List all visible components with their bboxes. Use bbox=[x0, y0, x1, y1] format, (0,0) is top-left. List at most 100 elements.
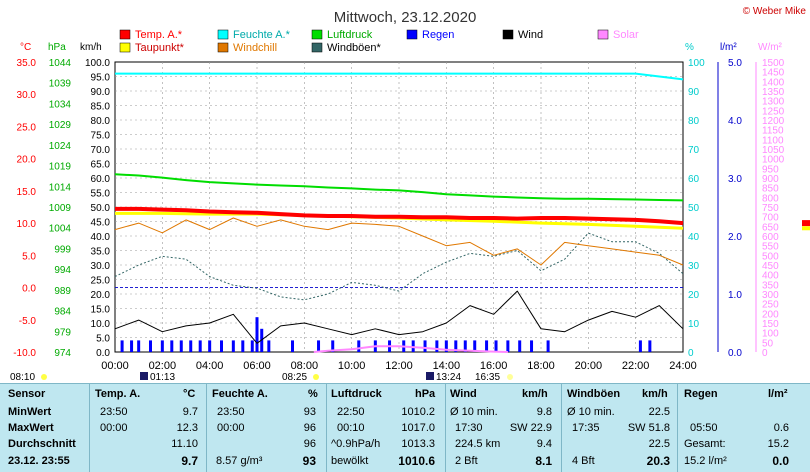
series-temp-a bbox=[115, 206, 684, 226]
sunrise-label: 08:10 bbox=[10, 372, 35, 383]
x-tick: 24:00 bbox=[669, 360, 697, 372]
rain-bar bbox=[130, 340, 134, 352]
legend: Temp. A.* Feuchte A.* Luftdruck Regen Wind So… bbox=[119, 29, 639, 54]
wind-tick: 50.0 bbox=[91, 203, 111, 214]
rain-bar bbox=[160, 340, 164, 352]
wind-tick: 55.0 bbox=[91, 189, 111, 200]
rain-bar bbox=[250, 340, 254, 352]
solar-tick: 700 bbox=[762, 213, 779, 224]
gust-bft: 4 Bft bbox=[572, 455, 595, 467]
press-tick: 1044 bbox=[49, 58, 72, 69]
solar-tick: 1150 bbox=[762, 126, 784, 137]
wind-tick: 95.0 bbox=[91, 73, 111, 84]
legend-swatch bbox=[119, 29, 131, 40]
wind-tick: 70.0 bbox=[91, 145, 111, 156]
chart-title: Mittwoch, 23.12.2020 bbox=[334, 9, 477, 26]
solar-tick: 1500 bbox=[762, 58, 785, 69]
rain-tick: 4.0 bbox=[728, 116, 742, 127]
temp-current-marker bbox=[802, 220, 810, 227]
legend-swatch bbox=[406, 29, 418, 40]
legend-label: Solar bbox=[613, 29, 639, 41]
wind-tick: 85.0 bbox=[91, 102, 111, 113]
wind-tick: 40.0 bbox=[91, 232, 111, 243]
wind-tick: 0.0 bbox=[96, 348, 110, 359]
legend-label: Windchill bbox=[233, 42, 277, 54]
solar-tick: 200 bbox=[762, 309, 779, 320]
hum-tick: 60 bbox=[688, 174, 700, 185]
wind-tick: 90.0 bbox=[91, 87, 111, 98]
rain-bar bbox=[120, 340, 124, 352]
hum-tick: 90 bbox=[688, 87, 700, 98]
hum-min: 93 bbox=[303, 406, 316, 418]
temp-header: Temp. A. bbox=[95, 388, 141, 400]
wind-max-time: 17:30 bbox=[455, 422, 483, 434]
temp-tick: 5.0 bbox=[22, 251, 36, 262]
legend-swatch bbox=[217, 42, 229, 53]
press-unit: hPa bbox=[48, 42, 66, 53]
rain-unit: l/m² bbox=[768, 388, 788, 400]
hum-min-time: 23:50 bbox=[217, 406, 245, 418]
solar-tick: 150 bbox=[762, 319, 779, 330]
wind-tick: 60.0 bbox=[91, 174, 111, 185]
solar-tick: 900 bbox=[762, 174, 779, 185]
temp-max-time: 00:00 bbox=[100, 422, 128, 434]
rain-tick: 2.0 bbox=[728, 232, 742, 243]
temp-max: 12.3 bbox=[176, 422, 198, 434]
rain-bar bbox=[494, 340, 498, 352]
moon-icon bbox=[140, 372, 148, 380]
hum-abs: 8.57 g/m³ bbox=[216, 455, 263, 467]
gust-header: Windböen bbox=[567, 388, 621, 400]
press-tick: 1009 bbox=[49, 203, 72, 214]
legend-label: Feuchte A.* bbox=[233, 29, 291, 41]
gust-min: 22.5 bbox=[648, 406, 670, 418]
rain-header: Regen bbox=[684, 388, 718, 400]
rain-bar bbox=[137, 340, 141, 352]
hum-max-time: 00:00 bbox=[217, 422, 245, 434]
solar-tick: 1050 bbox=[762, 145, 785, 156]
hum-unit: % bbox=[308, 388, 318, 400]
solar-tick: 800 bbox=[762, 193, 779, 204]
solar-tick: 1450 bbox=[762, 68, 785, 79]
hum-tick: 0 bbox=[688, 348, 694, 359]
rain-bar bbox=[179, 340, 183, 352]
hum-current: 93 bbox=[302, 454, 316, 468]
rain-total: 15.2 bbox=[767, 438, 789, 450]
press-min-time: 22:50 bbox=[337, 406, 365, 418]
solar-tick: 1000 bbox=[762, 155, 785, 166]
press-min: 1010.2 bbox=[401, 406, 435, 418]
rain-bar bbox=[267, 340, 271, 352]
x-tick: 22:00 bbox=[622, 360, 650, 372]
gust-avg: 22.5 bbox=[648, 438, 670, 450]
solar-tick: 1300 bbox=[762, 97, 785, 108]
wind-max: SW 22.9 bbox=[509, 422, 552, 434]
divider bbox=[677, 384, 678, 472]
rain-unit: l/m² bbox=[720, 42, 737, 53]
legend-swatch bbox=[119, 42, 131, 53]
wind-tick: 15.0 bbox=[91, 305, 111, 316]
solar-tick: 1250 bbox=[762, 106, 785, 117]
rain-bar bbox=[518, 340, 522, 352]
gust-max-time: 17:35 bbox=[572, 422, 600, 434]
press-tick: 1014 bbox=[49, 182, 72, 193]
solar-tick: 350 bbox=[762, 280, 779, 291]
solar-tick: 1400 bbox=[762, 77, 785, 88]
rain-bar bbox=[546, 340, 550, 352]
temp-tick: 10.0 bbox=[17, 219, 37, 230]
legend-swatch bbox=[502, 29, 514, 40]
press-tick: 989 bbox=[54, 286, 71, 297]
rain-bar bbox=[220, 340, 223, 352]
stats-table: Sensor MinWert MaxWert Durchschnitt 23.1… bbox=[0, 383, 810, 472]
rain-bar bbox=[423, 340, 427, 352]
wind-distance: 224.5 km bbox=[455, 438, 501, 450]
wind-tick: 100.0 bbox=[85, 58, 110, 69]
temp-avg: 11.10 bbox=[171, 438, 198, 450]
x-tick: 14:00 bbox=[433, 360, 461, 372]
rain-bar bbox=[463, 340, 467, 352]
axis-units: °C hPa km/h % l/m² W/m² bbox=[20, 42, 783, 53]
solar-start-label: 08:25 bbox=[282, 372, 307, 383]
rain-bar bbox=[485, 340, 489, 352]
wind-unit: km/h bbox=[80, 42, 102, 53]
series-luftdruck bbox=[114, 173, 684, 202]
press-max: 1017.0 bbox=[401, 422, 435, 434]
press-tick: 1019 bbox=[49, 162, 72, 173]
